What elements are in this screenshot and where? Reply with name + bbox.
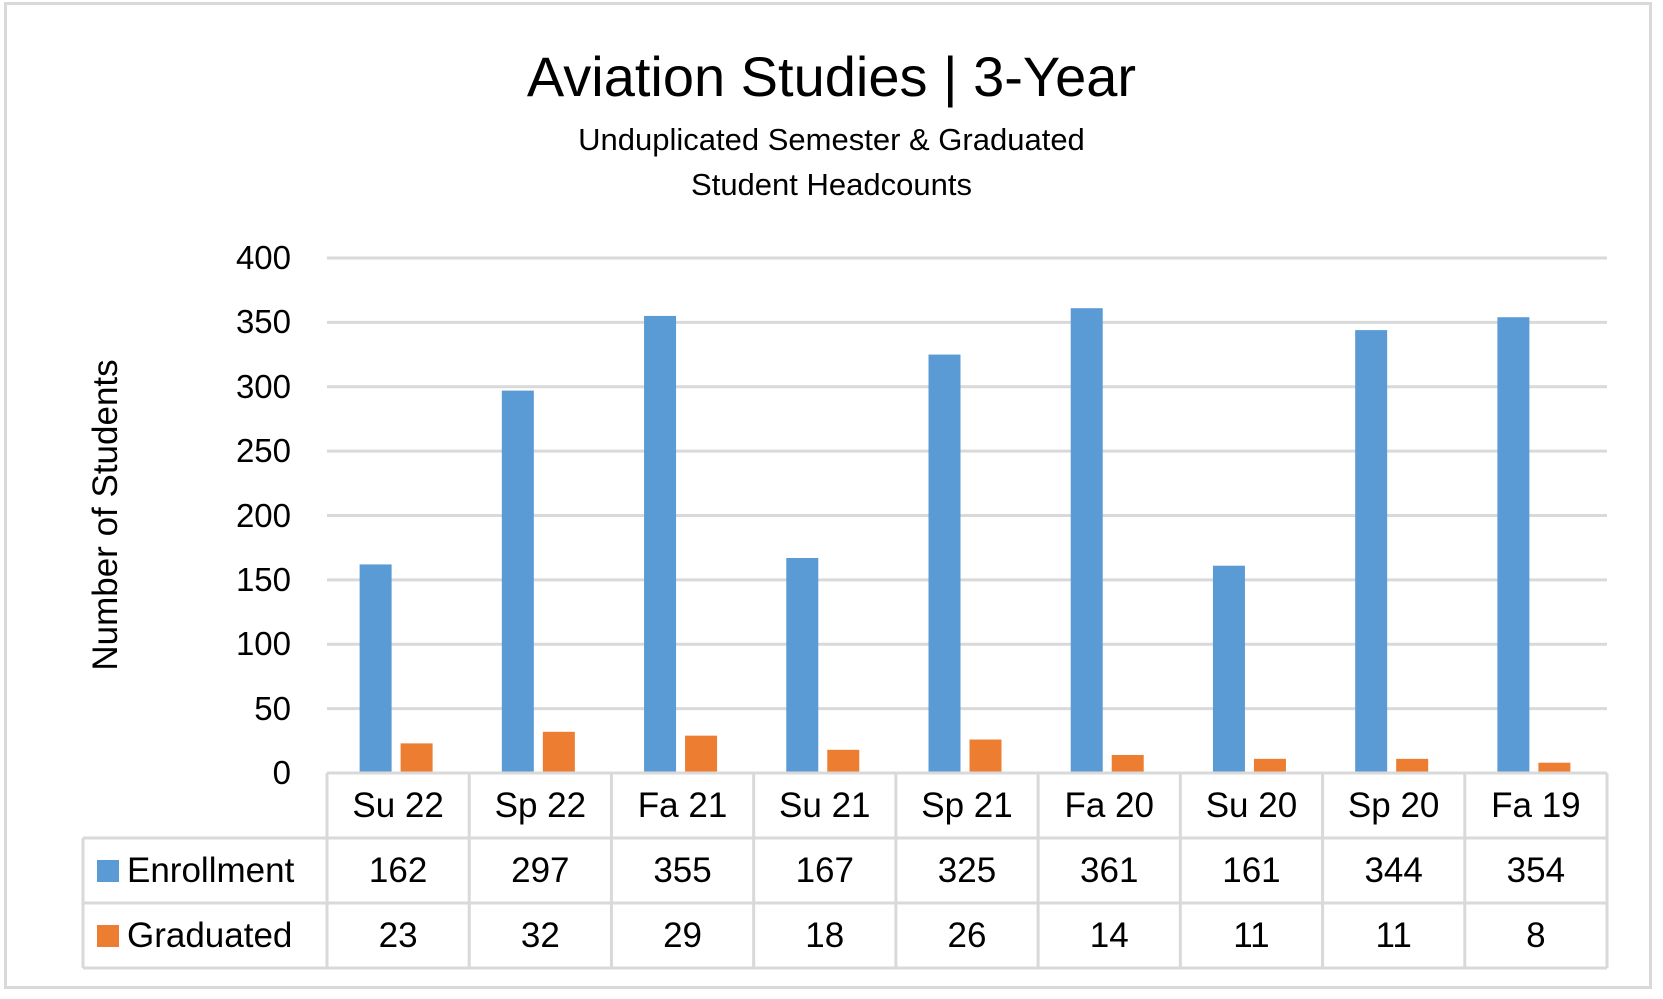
bar-graduated: [1253, 758, 1286, 773]
data-label-enrollment: 344: [1364, 850, 1423, 890]
bar-graduated: [400, 743, 433, 773]
bar-enrollment: [1355, 330, 1388, 773]
bar-enrollment: [1497, 317, 1530, 773]
bar-enrollment: [1212, 565, 1245, 773]
data-label-enrollment: 354: [1506, 850, 1566, 890]
bar-graduated: [685, 735, 718, 773]
y-tick-label: 100: [235, 625, 291, 663]
bar-graduated: [1538, 762, 1571, 773]
legend-item-enrollment: Enrollment: [97, 851, 294, 891]
data-label-enrollment: 325: [937, 850, 997, 890]
x-tick-label: Fa 20: [1064, 785, 1154, 825]
bar-graduated: [1396, 758, 1429, 773]
y-tick-label: 400: [235, 239, 291, 276]
bar-enrollment: [644, 315, 677, 773]
data-label-graduated: 23: [378, 915, 418, 955]
data-label-graduated: 26: [947, 915, 987, 955]
bar-graduated: [542, 731, 575, 773]
data-label-graduated: 18: [805, 915, 845, 955]
data-label-graduated: 32: [520, 915, 560, 955]
bar-graduated: [827, 749, 860, 773]
data-label-enrollment: 167: [795, 850, 854, 890]
data-label-graduated: 11: [1233, 915, 1270, 955]
chart-title: Aviation Studies | 3-Year: [526, 45, 1137, 108]
legend-label: Enrollment: [127, 850, 295, 890]
y-tick-label: 0: [272, 754, 291, 791]
x-tick-label: Sp 20: [1347, 785, 1440, 825]
data-label-enrollment: 361: [1080, 850, 1139, 890]
data-label-graduated: 14: [1089, 915, 1129, 955]
data-label-graduated: 29: [663, 915, 703, 955]
x-tick-label: Fa 19: [1491, 785, 1581, 825]
chart-subtitle-line-2: Student Headcounts: [691, 167, 972, 202]
bar-enrollment: [928, 354, 961, 773]
legend-label: Graduated: [127, 915, 293, 955]
data-label-graduated: 8: [1526, 915, 1546, 955]
bar-enrollment: [359, 564, 392, 773]
bar-graduated: [1111, 754, 1144, 773]
bar-enrollment: [1070, 308, 1103, 773]
y-tick-label: 250: [235, 432, 291, 470]
data-label-enrollment: 161: [1222, 850, 1281, 890]
x-tick-label: Su 20: [1205, 785, 1298, 825]
chart-subtitle-line-1: Unduplicated Semester & Graduated: [578, 122, 1085, 157]
bar-enrollment: [786, 557, 819, 773]
x-tick-label: Su 22: [352, 785, 444, 825]
y-tick-label: 350: [235, 303, 291, 341]
bar-graduated: [969, 739, 1002, 773]
legend-swatch: [97, 859, 119, 882]
x-tick-label: Fa 21: [637, 785, 728, 825]
legend-swatch: [97, 924, 119, 947]
data-label-graduated: 11: [1375, 915, 1412, 955]
data-label-enrollment: 355: [653, 850, 712, 890]
y-tick-label: 200: [235, 496, 291, 534]
x-tick-label: Sp 22: [494, 785, 587, 825]
legend-item-graduated: Graduated: [97, 916, 292, 956]
data-label-enrollment: 162: [368, 850, 428, 890]
x-tick-label: Sp 21: [921, 785, 1013, 825]
data-label-enrollment: 297: [511, 850, 570, 890]
bar-enrollment: [501, 390, 534, 773]
y-tick-label: 50: [254, 689, 291, 727]
chart-subtitle: Unduplicated Semester & Graduated Studen…: [0, 117, 1663, 207]
y-tick-label: 150: [235, 560, 291, 598]
x-tick-label: Su 21: [779, 785, 871, 825]
y-tick-label: 300: [235, 367, 291, 405]
